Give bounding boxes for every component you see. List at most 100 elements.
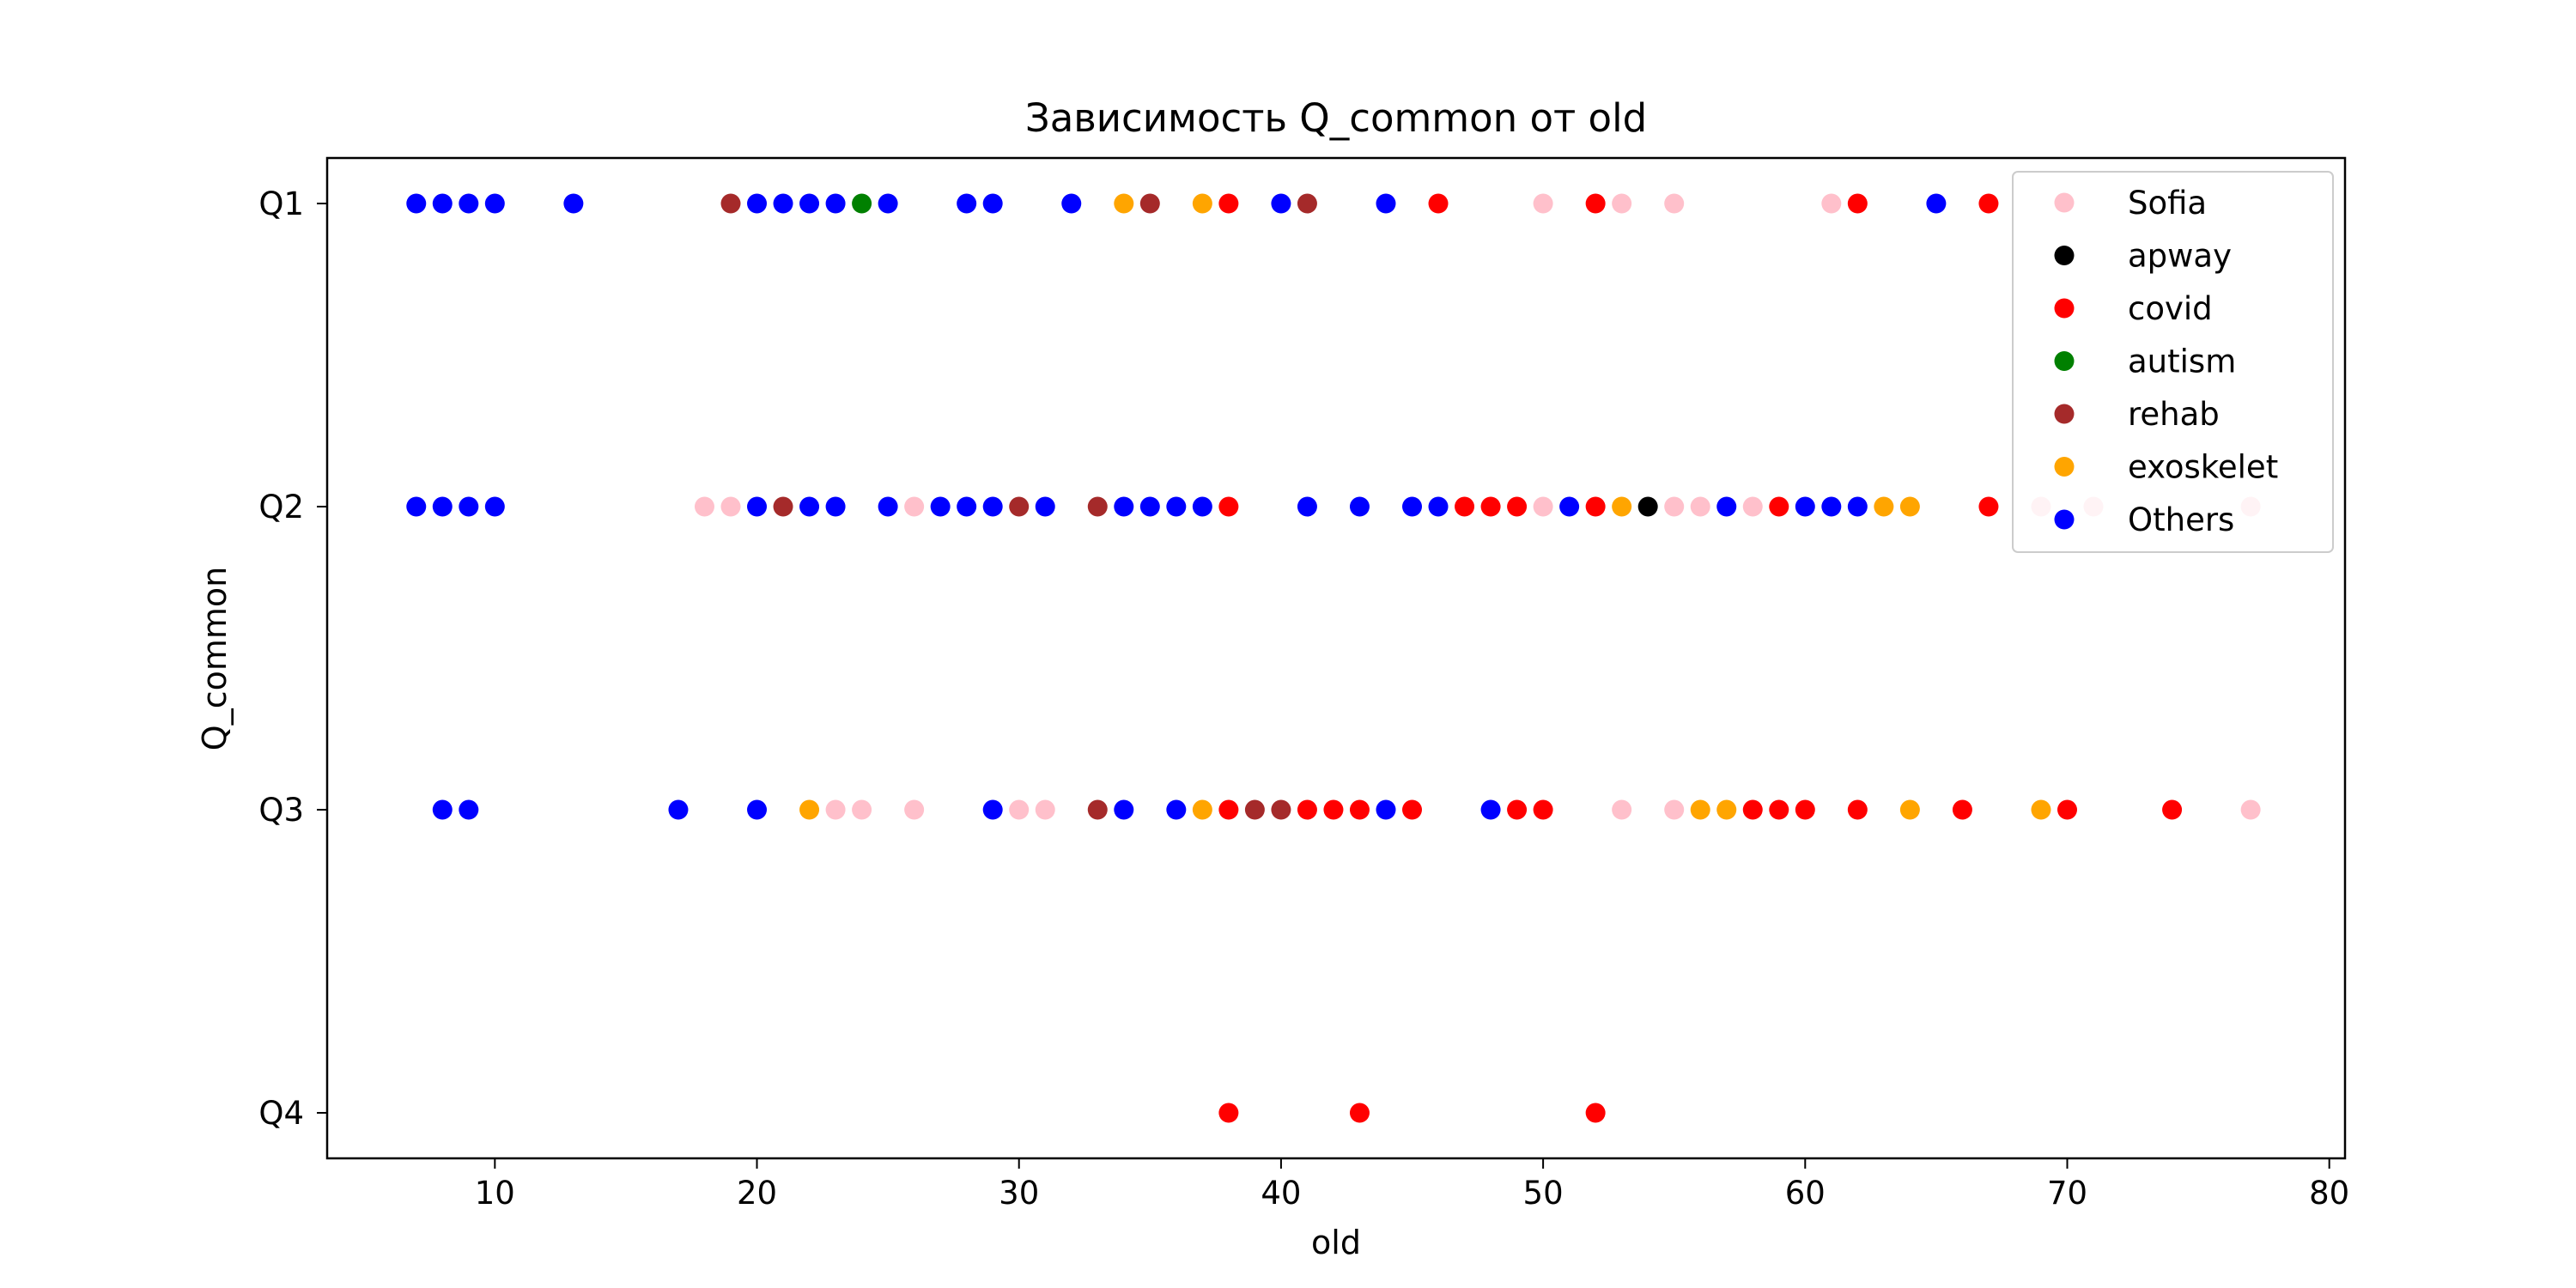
data-point-others (406, 496, 427, 517)
data-point-others (825, 193, 846, 214)
data-point-exoskelet (1716, 799, 1737, 820)
data-point-rehab (773, 496, 793, 517)
data-point-others (982, 193, 1003, 214)
data-point-others (1271, 193, 1291, 214)
data-point-exoskelet (1899, 799, 1920, 820)
data-point-others (484, 496, 505, 517)
data-point-rehab (1244, 799, 1265, 820)
data-point-covid (1952, 799, 1972, 820)
data-point-others (1480, 799, 1501, 820)
data-point-covid (1218, 799, 1239, 820)
data-point-rehab (1087, 799, 1108, 820)
plot-frame (325, 156, 2347, 1160)
legend-marker (2054, 404, 2075, 424)
data-point-others (957, 193, 977, 214)
data-point-sofia (852, 799, 872, 820)
data-point-covid (1585, 1103, 1606, 1123)
data-point-exoskelet (1874, 496, 1894, 517)
data-point-others (1376, 193, 1396, 214)
data-point-sofia (2240, 799, 2261, 820)
data-point-others (930, 496, 951, 517)
data-point-others (1166, 799, 1187, 820)
data-point-covid (1847, 799, 1868, 820)
data-point-others (1035, 496, 1055, 517)
data-point-others (1166, 496, 1187, 517)
data-point-covid (1480, 496, 1501, 517)
data-point-others (1428, 496, 1449, 517)
legend-label: rehab (2128, 396, 2220, 433)
data-point-others (1192, 496, 1212, 517)
data-point-others (878, 496, 898, 517)
data-point-others (747, 496, 768, 517)
data-point-others (1402, 496, 1423, 517)
data-point-autism (852, 193, 872, 214)
data-point-sofia (1664, 799, 1685, 820)
data-point-rehab (1139, 193, 1160, 214)
data-point-rehab (1297, 193, 1317, 214)
data-point-others (1139, 496, 1160, 517)
data-point-sofia (1533, 496, 1553, 517)
legend-label: exoskelet (2128, 449, 2278, 486)
data-point-covid (1769, 496, 1789, 517)
data-point-others (668, 799, 689, 820)
legend-label: autism (2128, 343, 2236, 380)
data-point-exoskelet (1690, 799, 1710, 820)
data-point-covid (1323, 799, 1344, 820)
data-point-sofia (1009, 799, 1030, 820)
data-point-others (432, 799, 453, 820)
data-point-covid (1507, 496, 1528, 517)
data-point-covid (1349, 799, 1370, 820)
data-point-others (878, 193, 898, 214)
data-point-others (1716, 496, 1737, 517)
data-point-sofia (694, 496, 714, 517)
data-point-covid (1769, 799, 1789, 820)
data-point-covid (1349, 1103, 1370, 1123)
data-point-sofia (904, 496, 925, 517)
data-point-covid (1428, 193, 1449, 214)
legend-label: Others (2128, 501, 2234, 538)
legend-marker (2054, 246, 2075, 265)
data-point-others (459, 799, 479, 820)
data-point-exoskelet (1192, 193, 1212, 214)
data-point-covid (1978, 496, 1999, 517)
data-point-others (459, 193, 479, 214)
data-point-sofia (1533, 193, 1553, 214)
data-point-others (432, 496, 453, 517)
data-point-covid (1455, 496, 1475, 517)
data-point-covid (2162, 799, 2183, 820)
data-point-sofia (1690, 496, 1710, 517)
data-point-sofia (1612, 193, 1632, 214)
data-point-others (1114, 496, 1134, 517)
data-point-covid (1795, 799, 1815, 820)
y-tick-label: Q2 (258, 489, 304, 526)
data-point-others (957, 496, 977, 517)
data-point-exoskelet (1192, 799, 1212, 820)
data-point-rehab (1271, 799, 1291, 820)
data-point-others (484, 193, 505, 214)
data-point-covid (1847, 193, 1868, 214)
x-axis-label: old (1311, 1224, 1361, 1261)
x-tick-label: 50 (1523, 1175, 1564, 1212)
data-point-others (1297, 496, 1317, 517)
legend-marker (2054, 298, 2075, 319)
data-point-exoskelet (1114, 193, 1134, 214)
x-ticks: 10 20 30 40 50 60 70 80 (475, 1158, 2349, 1212)
x-tick-label: 30 (999, 1175, 1039, 1212)
data-point-others (432, 193, 453, 214)
data-point-exoskelet (799, 799, 820, 820)
data-point-others (459, 496, 479, 517)
data-point-covid (1218, 193, 1239, 214)
data-points (406, 193, 2261, 1123)
data-point-others (406, 193, 427, 214)
data-point-sofia (825, 799, 846, 820)
legend: Sofia apway covid autism rehab exoskelet Other… (2012, 171, 2334, 553)
data-point-exoskelet (2031, 799, 2051, 820)
data-point-exoskelet (1612, 496, 1632, 517)
data-point-others (747, 193, 768, 214)
data-point-others (1847, 496, 1868, 517)
y-tick-label: Q1 (258, 185, 304, 222)
data-point-covid (1297, 799, 1317, 820)
data-point-others (982, 799, 1003, 820)
data-point-others (1821, 496, 1842, 517)
